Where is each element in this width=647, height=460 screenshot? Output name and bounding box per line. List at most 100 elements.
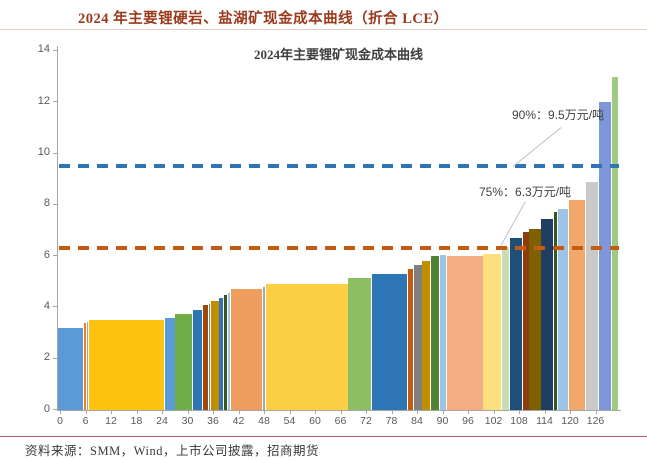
- y-axis-tick-label-6: 6: [43, 248, 50, 261]
- y-axis-tick-10: [53, 152, 57, 154]
- reference-line-75%: [59, 246, 619, 251]
- cost-bar-29: [541, 218, 554, 410]
- cost-bar-5: [175, 313, 192, 410]
- x-axis-tick-label-126: 126: [586, 415, 605, 427]
- header-divider: [0, 29, 647, 30]
- x-axis-tick-108: [519, 411, 520, 414]
- cost-bar-25: [501, 247, 510, 410]
- y-axis-tick-2: [53, 357, 57, 359]
- x-axis-tick-96: [468, 411, 469, 414]
- x-axis-tick-66: [340, 411, 342, 414]
- x-axis-tick-label-102: 102: [484, 415, 503, 427]
- chart-title: 2024年主要锂矿现金成本曲线: [253, 47, 423, 62]
- x-axis-tick-label-24: 24: [156, 415, 168, 427]
- x-axis-tick-120: [570, 411, 571, 414]
- x-axis-tick-24: [162, 411, 163, 414]
- cost-bar-15: [265, 284, 348, 410]
- x-axis-tick-18: [136, 411, 138, 414]
- x-axis-tick-90: [442, 411, 444, 414]
- x-axis-tick-label-78: 78: [385, 415, 398, 427]
- annotation-90pct: 90%：9.5万元/吨: [512, 108, 605, 122]
- y-axis-tick-6: [53, 255, 57, 257]
- x-axis-tick-label-54: 54: [283, 415, 296, 427]
- y-axis-tick-label-8: 8: [43, 197, 50, 210]
- footer-divider: [0, 436, 647, 437]
- x-axis-tick-label-36: 36: [207, 415, 219, 427]
- cost-bar-35: [611, 76, 618, 410]
- cost-bar-19: [413, 265, 422, 410]
- x-axis-tick-6: [85, 411, 87, 414]
- x-axis-tick-0: [60, 411, 61, 414]
- x-axis-tick-84: [417, 411, 418, 414]
- x-axis-tick-114: [544, 411, 546, 414]
- cost-bar-34: [599, 102, 612, 410]
- x-axis-tick-label-72: 72: [360, 415, 372, 427]
- x-axis-tick-label-120: 120: [561, 415, 579, 427]
- x-axis-tick-label-108: 108: [510, 415, 528, 427]
- cost-bar-11: [223, 294, 228, 410]
- cost-bar-1: [83, 322, 87, 410]
- cost-bar-0: [58, 327, 83, 410]
- x-axis-tick-102: [493, 411, 495, 414]
- callout-line-90pct: [512, 127, 562, 167]
- x-axis-tick-30: [187, 411, 189, 414]
- cost-bar-31: [557, 208, 569, 410]
- x-axis-tick-60: [315, 411, 316, 414]
- cost-bar-16: [348, 277, 372, 410]
- cost-bar-18: [408, 268, 413, 410]
- x-axis-tick-label-96: 96: [462, 415, 474, 427]
- x-axis-tick-label-12: 12: [105, 415, 117, 427]
- annotation-75pct: 75%：6.3万元/吨: [479, 185, 572, 199]
- cost-bar-22: [440, 254, 447, 410]
- cost-bar-32: [569, 199, 586, 410]
- source-note: 资料来源：SMM，Wind，上市公司披露，招商期货: [25, 444, 319, 458]
- cost-bar-26: [510, 238, 523, 410]
- cost-bar-2: [87, 321, 89, 410]
- x-axis-tick-label-6: 6: [82, 415, 89, 427]
- y-axis-tick-14: [53, 49, 57, 51]
- cost-bar-33: [586, 181, 599, 410]
- cost-bar-8: [208, 303, 211, 410]
- x-axis-tick-label-84: 84: [411, 415, 423, 427]
- x-axis-tick-label-0: 0: [57, 415, 63, 427]
- cost-bar-7: [203, 304, 209, 410]
- x-axis-tick-78: [391, 411, 393, 414]
- y-axis-tick-label-12: 12: [37, 94, 50, 107]
- x-axis-tick-48: [264, 411, 265, 414]
- y-axis-tick-label-14: 14: [37, 43, 50, 56]
- x-axis-tick-label-30: 30: [181, 415, 194, 427]
- x-axis-tick-label-114: 114: [536, 415, 553, 427]
- cost-bar-12: [227, 293, 231, 410]
- report-title: 2024 年主要锂硬岩、盐湖矿现金成本曲线（折合 LCE）: [78, 11, 449, 27]
- x-axis-tick-126: [595, 411, 597, 414]
- cost-bar-30: [554, 212, 557, 410]
- x-axis-tick-label-66: 66: [334, 415, 347, 427]
- y-axis-tick-label-0: 0: [43, 402, 50, 415]
- y-axis-tick-4: [53, 306, 57, 308]
- cost-bar-6: [192, 309, 203, 410]
- x-axis-tick-12: [111, 411, 112, 414]
- cost-bar-3: [89, 320, 165, 410]
- cost-bar-13: [230, 289, 263, 410]
- reference-line-90%: [59, 164, 619, 169]
- y-axis-tick-0: [53, 409, 57, 410]
- x-axis-tick-label-42: 42: [232, 415, 245, 427]
- cost-bar-4: [164, 317, 175, 410]
- cost-bar-14: [262, 286, 266, 410]
- cost-bar-20: [422, 261, 431, 410]
- cost-bar-21: [430, 256, 440, 410]
- y-axis-tick-label-2: 2: [43, 351, 50, 364]
- x-axis-tick-54: [289, 411, 291, 414]
- x-axis-tick-label-18: 18: [130, 415, 143, 427]
- cost-bar-9: [210, 300, 219, 410]
- x-axis-tick-label-60: 60: [309, 415, 321, 427]
- cost-bar-28: [529, 229, 541, 410]
- y-axis-tick-label-4: 4: [43, 299, 50, 312]
- cost-bar-10: [219, 298, 223, 410]
- y-axis-tick-12: [53, 101, 57, 103]
- cost-bar-17: [371, 274, 408, 410]
- cost-bar-27: [523, 231, 529, 410]
- y-axis-tick-label-10: 10: [37, 146, 50, 158]
